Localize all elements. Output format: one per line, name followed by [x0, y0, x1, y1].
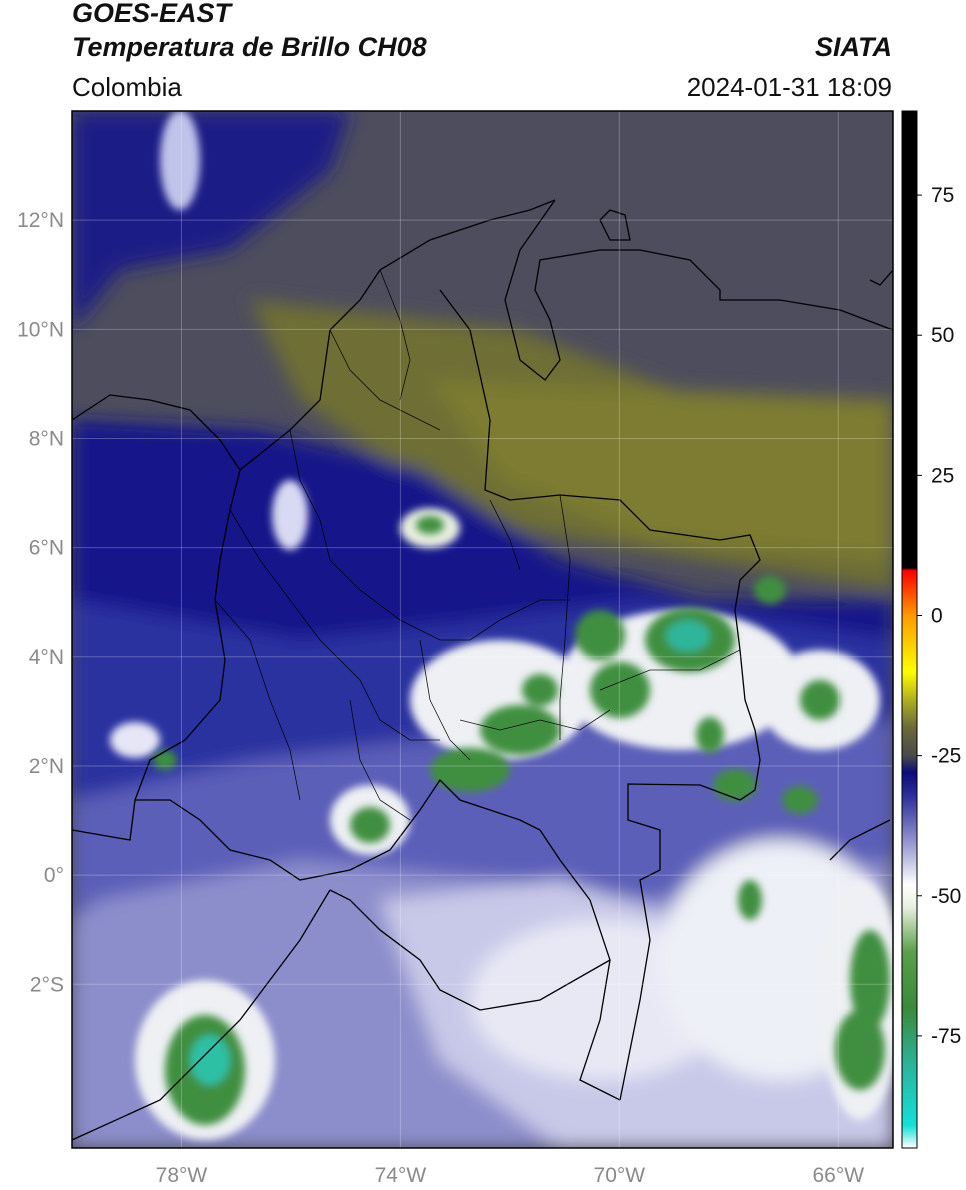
country-borders: [72, 199, 893, 1141]
latitude-label: 8°N: [29, 427, 64, 450]
colorbar-tick-label: 50: [931, 324, 954, 347]
latitude-label: 2°S: [30, 973, 64, 996]
longitude-label: 66°W: [812, 1164, 864, 1187]
latitude-label: 2°N: [29, 755, 64, 778]
colorbar: 75 50 25 0 -25 -50 -75: [901, 110, 961, 1149]
brightness-temperature-field: [72, 111, 893, 1148]
longitude-labels: 78°W 74°W 70°W 66°W: [156, 1164, 865, 1187]
latitude-labels: 12°N 10°N 8°N 6°N 4°N 2°N 0° 2°S: [17, 209, 64, 996]
colorbar-tick-label: -50: [931, 885, 961, 908]
colorbar-tick-label: -75: [931, 1025, 961, 1048]
cold-cloud-tops: [153, 516, 890, 1125]
colorbar-tick-label: 75: [931, 184, 954, 207]
datetime-label: 2024-01-31 18:09: [686, 72, 892, 102]
longitude-label: 70°W: [594, 1164, 646, 1187]
latitude-label: 4°N: [29, 646, 64, 669]
region-label: Colombia: [72, 72, 182, 102]
latitude-label: 10°N: [17, 318, 64, 341]
longitude-label: 74°W: [375, 1164, 427, 1187]
colorbar-tick-label: 0: [931, 604, 943, 627]
gridlines: [72, 111, 893, 1148]
satellite-title: GOES-EAST: [72, 0, 232, 28]
department-borders: [214, 269, 741, 821]
latitude-label: 0°: [44, 864, 64, 887]
latitude-label: 6°N: [29, 537, 64, 560]
organization-label: SIATA: [815, 32, 892, 62]
latitude-label: 12°N: [17, 209, 64, 232]
product-title: Temperatura de Brillo CH08: [72, 32, 427, 62]
map-frame: [71, 110, 894, 1149]
colorbar-tick-label: -25: [931, 745, 961, 768]
longitude-label: 78°W: [156, 1164, 208, 1187]
colorbar-ramp: [901, 110, 918, 1149]
colorbar-tick-label: 25: [931, 464, 954, 487]
